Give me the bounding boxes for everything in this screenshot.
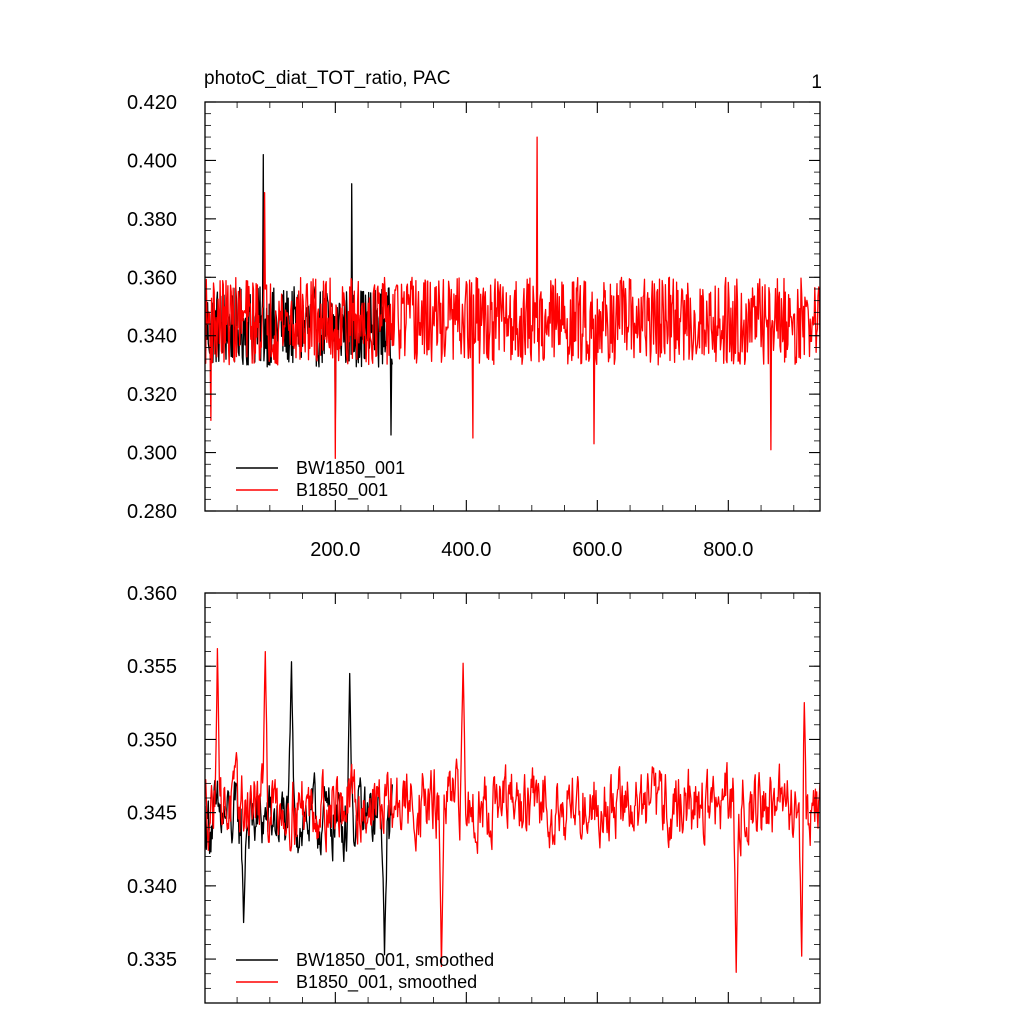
y-tick-label: 0.320 [127,384,177,406]
x-tick-label: 800.0 [703,539,753,561]
y-tick-label: 0.340 [127,876,177,898]
y-tick-label: 0.420 [127,92,177,114]
series-line-bw1850-001-smoothed [205,661,393,956]
y-tick-label: 0.335 [127,949,177,971]
series-line-b1850-001 [205,136,820,460]
bottom-plot-panel: 0.335 0.340 0.345 0.350 0.355 0.360 BW1850_001… [127,583,821,1004]
y-tick-label: 0.300 [127,443,177,465]
plot-frame [204,101,821,512]
y-tick-label: 0.350 [127,729,177,751]
legend-label: BW1850_001, smoothed [296,950,494,971]
y-tick-label: 0.345 [127,803,177,825]
series-line-b1850-001-smoothed [205,647,820,973]
legend-label: B1850_001 [296,480,388,501]
y-tick-label: 0.360 [127,583,177,605]
x-tick-label: 400.0 [441,539,491,561]
chart-title: photoC_diat_TOT_ratio, PAC [204,68,450,89]
panel-number: 1 [811,72,822,93]
y-tick-label: 0.360 [127,267,177,289]
legend-label: B1850_001, smoothed [296,972,477,993]
y-tick-label: 0.355 [127,656,177,678]
x-tick-label: 200.0 [310,539,360,561]
y-tick-label: 0.400 [127,150,177,172]
y-tick-label: 0.340 [127,326,177,348]
x-tick-label: 600.0 [572,539,622,561]
legend-label: BW1850_001 [296,458,405,479]
y-tick-label: 0.380 [127,209,177,231]
y-tick-label: 0.280 [127,501,177,523]
top-plot-panel: 0.280 0.300 0.320 0.340 0.360 0.380 0.400 0.420… [127,92,821,561]
